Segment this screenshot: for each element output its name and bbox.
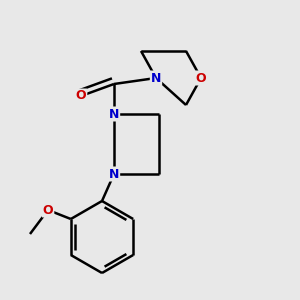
Text: O: O	[196, 71, 206, 85]
Text: N: N	[109, 167, 119, 181]
Text: O: O	[43, 203, 53, 217]
Text: N: N	[109, 107, 119, 121]
Text: O: O	[76, 89, 86, 103]
Text: N: N	[151, 71, 161, 85]
